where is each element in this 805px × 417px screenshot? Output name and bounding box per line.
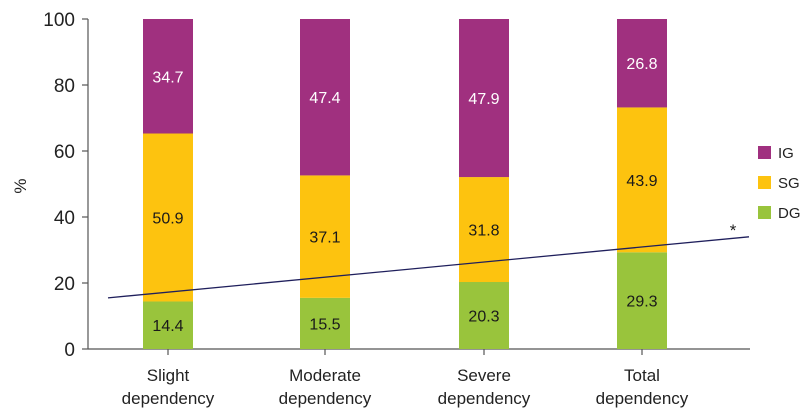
legend-swatch-sg xyxy=(758,176,771,189)
x-tick-label: Slight xyxy=(147,366,190,385)
bar-segment-sg xyxy=(617,107,667,253)
y-tick-label: 100 xyxy=(43,10,75,31)
bar-segment-ig xyxy=(617,19,667,108)
data-label-sg: 37.1 xyxy=(309,230,340,247)
bar-segment-dg xyxy=(300,297,350,349)
data-label-ig: 34.7 xyxy=(152,69,183,86)
x-tick-label: Severe xyxy=(457,366,511,385)
x-tick-label: dependency xyxy=(438,389,531,408)
legend-label-ig: IG xyxy=(778,145,794,162)
x-tick-label: Moderate xyxy=(289,366,361,385)
bar-segment-sg xyxy=(143,133,193,302)
data-label-dg: 15.5 xyxy=(309,316,340,333)
data-label-sg: 50.9 xyxy=(152,210,183,227)
y-tick-label: 20 xyxy=(54,274,75,295)
bar-segment-dg xyxy=(143,301,193,349)
data-label-ig: 26.8 xyxy=(626,56,657,73)
x-tick-label: dependency xyxy=(279,389,372,408)
data-label-dg: 14.4 xyxy=(152,318,183,335)
bar-segment-ig xyxy=(143,19,193,134)
legend-swatch-ig xyxy=(758,146,771,159)
x-tick-label: dependency xyxy=(122,389,215,408)
data-label-dg: 20.3 xyxy=(468,309,499,326)
data-label-ig: 47.4 xyxy=(309,90,340,107)
trend-line xyxy=(107,236,750,299)
bar-segment-dg xyxy=(459,282,509,349)
y-tick-label: 80 xyxy=(54,76,75,97)
significance-marker: * xyxy=(730,221,737,240)
bar-segment-sg xyxy=(459,177,509,283)
y-axis-title: % xyxy=(11,178,30,193)
legend-label-dg: DG xyxy=(778,205,801,222)
bar-segment-ig xyxy=(459,19,509,178)
data-label-ig: 47.9 xyxy=(468,91,499,108)
data-label-dg: 29.3 xyxy=(626,294,657,311)
legend-label-sg: SG xyxy=(778,175,800,192)
y-tick-label: 60 xyxy=(54,142,75,163)
x-tick-label: dependency xyxy=(596,389,689,408)
data-label-sg: 43.9 xyxy=(626,173,657,190)
legend-swatch-dg xyxy=(758,206,771,219)
bar-segment-ig xyxy=(300,19,350,176)
y-tick-label: 40 xyxy=(54,208,75,229)
bar-segment-dg xyxy=(617,252,667,349)
data-label-sg: 31.8 xyxy=(468,223,499,240)
y-tick-label: 0 xyxy=(64,340,75,361)
x-tick-label: Total xyxy=(624,366,660,385)
